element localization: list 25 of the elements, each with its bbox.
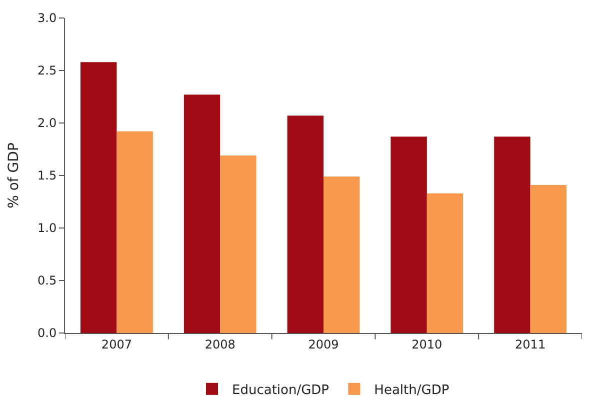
bar (530, 184, 566, 333)
bar (426, 193, 464, 333)
bar (324, 176, 360, 333)
y-tick-label: 1.0 (38, 221, 57, 236)
x-tick-label: 2010 (412, 337, 442, 352)
x-tick-label: 2008 (204, 337, 236, 352)
y-tick-label: 3.0 (38, 11, 57, 26)
bar (220, 156, 256, 333)
y-tick-label: 1.5 (38, 168, 57, 183)
y-tick-label: 0.0 (38, 326, 57, 340)
y-tick-label: 2.5 (38, 64, 57, 78)
x-tick-label: 2009 (308, 337, 339, 352)
y-axis-title: % of GDP (6, 142, 22, 208)
y-tick-label: 2.0 (38, 116, 57, 130)
legend-label: Health/GDP (374, 382, 450, 398)
bar (184, 94, 220, 333)
x-tick-label: 2007 (101, 337, 132, 352)
y-tick-label: 0.5 (38, 274, 57, 288)
bar (80, 62, 117, 333)
bar (494, 136, 530, 333)
bar (390, 136, 427, 333)
x-tick-label: 2011 (515, 337, 546, 352)
legend-label: Education/GDP (232, 382, 330, 398)
bar (287, 116, 324, 333)
bar (116, 131, 153, 333)
